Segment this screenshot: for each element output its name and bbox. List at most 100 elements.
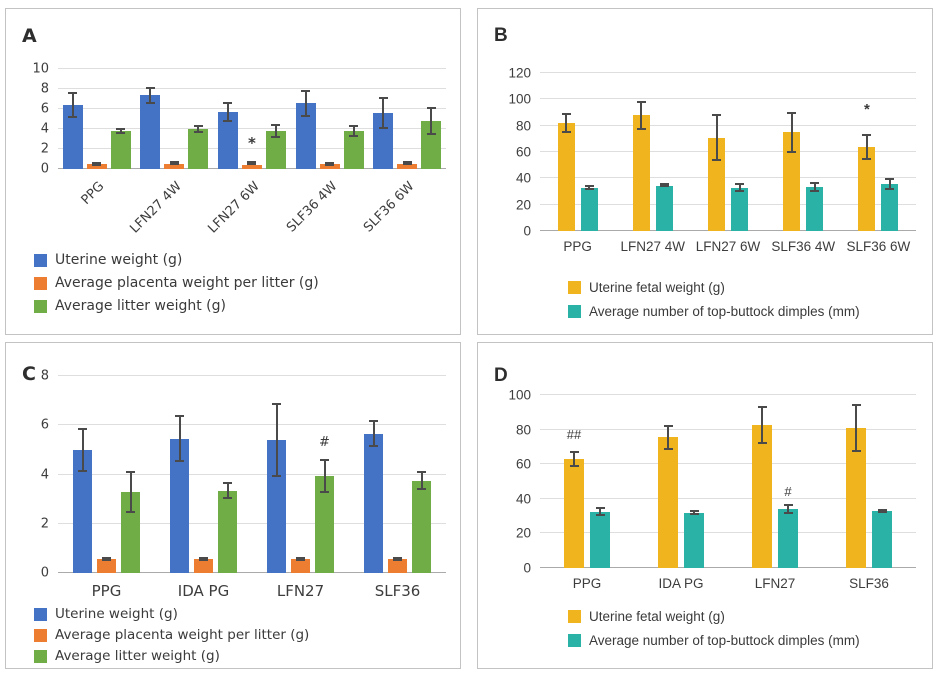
bar-group xyxy=(58,69,136,169)
bar xyxy=(557,123,575,231)
bar-slot xyxy=(872,395,892,568)
gridline-20 xyxy=(540,532,916,534)
bar-group xyxy=(615,73,690,231)
bar-slot xyxy=(295,69,316,169)
error-bar xyxy=(193,125,203,133)
panel-a-label: A xyxy=(22,25,38,47)
bar-slot xyxy=(267,376,286,573)
y-tick-label: 0 xyxy=(523,223,531,239)
y-tick-label: 20 xyxy=(515,525,531,541)
error-bar xyxy=(426,106,436,135)
bar xyxy=(590,511,610,568)
bar-slot xyxy=(217,69,238,169)
error-bar xyxy=(296,557,305,562)
panel-d-label: D xyxy=(494,365,509,386)
x-category-label: SLF36 6W xyxy=(361,179,418,236)
legend-swatch xyxy=(34,253,47,267)
error-bar xyxy=(787,111,797,153)
bar xyxy=(658,437,678,568)
bar xyxy=(881,184,899,231)
error-bar xyxy=(369,420,378,448)
x-category-label: SLF36 4W xyxy=(771,239,836,254)
x-category-label: PPG xyxy=(563,239,592,254)
error-bar xyxy=(116,127,126,134)
x-category-label: LFN27 6W xyxy=(695,239,761,254)
legend-label: Average number of top-buttock dimples (m… xyxy=(589,633,860,648)
bar-slot xyxy=(412,376,431,573)
bar-slot xyxy=(97,376,116,573)
bar xyxy=(315,475,334,573)
bar xyxy=(731,187,748,231)
error-bar xyxy=(561,113,571,133)
bar xyxy=(564,459,584,568)
gridline-6 xyxy=(58,108,446,109)
error-bar xyxy=(145,86,155,104)
x-category: LFN27 xyxy=(728,568,822,593)
bar xyxy=(806,186,824,231)
bar-group xyxy=(155,376,252,573)
bar-group: # xyxy=(252,376,349,573)
x-category-label: PPG xyxy=(572,576,602,591)
gridline-60 xyxy=(540,463,916,465)
panel-b-x-axis-labels: PPG LFN27 4W LFN27 6W SLF36 4W SLF36 6W xyxy=(540,231,916,256)
bar xyxy=(858,146,876,231)
legend-item: Average number of top-buttock dimples (m… xyxy=(568,633,860,648)
x-category: PPG xyxy=(58,573,155,600)
error-bar xyxy=(569,451,579,467)
bar-slot xyxy=(881,73,899,231)
bars-layer: * xyxy=(540,73,916,231)
error-bar xyxy=(402,160,412,165)
bar xyxy=(295,103,316,169)
y-tick-label: 4 xyxy=(40,467,49,482)
bar xyxy=(217,111,238,169)
bar-group xyxy=(349,376,446,573)
bar-slot xyxy=(364,376,383,573)
legend-swatch xyxy=(568,610,581,623)
bar-slot xyxy=(846,395,866,568)
error-bar xyxy=(320,458,329,493)
bar-slot xyxy=(343,69,364,169)
error-bar xyxy=(271,123,281,138)
error-bar xyxy=(659,182,669,187)
bar-group xyxy=(634,395,728,568)
bar xyxy=(164,164,185,169)
y-tick-label: 100 xyxy=(508,387,531,403)
bar xyxy=(86,164,107,169)
y-tick-label: 4 xyxy=(40,121,49,137)
y-tick-label: 0 xyxy=(40,565,49,581)
bar-slot xyxy=(194,376,213,573)
bars-layer: # xyxy=(58,376,446,573)
y-tick-label: 60 xyxy=(515,144,531,160)
error-bar xyxy=(712,113,721,162)
bar-slot xyxy=(421,69,442,169)
bar-group xyxy=(822,395,916,568)
bar-slot xyxy=(655,73,673,231)
error-bar xyxy=(757,406,767,445)
legend-swatch xyxy=(568,281,581,294)
error-bar xyxy=(102,557,111,562)
panel-a-plot-area: 0 2 4 6 8 10 * xyxy=(32,62,446,177)
bar-group: # xyxy=(728,395,822,568)
panel-d-legend: Uterine fetal weight (g) Average number o… xyxy=(568,609,860,648)
x-category-label: SLF36 6W xyxy=(846,239,911,254)
legend-label: Average placenta weight per litter (g) xyxy=(55,627,310,643)
bar-slot xyxy=(164,69,185,169)
x-category-label: SLF36 xyxy=(849,576,889,591)
bar xyxy=(170,438,189,573)
legend-swatch xyxy=(34,299,47,313)
gridline-40 xyxy=(540,177,916,179)
y-tick-label: 6 xyxy=(40,417,49,433)
legend-label: Uterine weight (g) xyxy=(55,252,183,268)
y-tick-label: 2 xyxy=(40,516,49,532)
panel-b-plot-area: 0 20 40 60 80 100 120 * xyxy=(508,66,916,239)
x-category: SLF36 4W xyxy=(766,231,841,256)
bar-group xyxy=(136,69,214,169)
bar xyxy=(421,120,442,169)
error-bar xyxy=(584,184,594,191)
bar xyxy=(241,164,262,169)
legend-label: Average number of top-buttock dimples (m… xyxy=(589,304,860,319)
significance-annotation: * xyxy=(248,133,256,152)
gridline-4 xyxy=(58,128,446,129)
error-bar xyxy=(301,89,311,117)
bar xyxy=(872,510,892,568)
